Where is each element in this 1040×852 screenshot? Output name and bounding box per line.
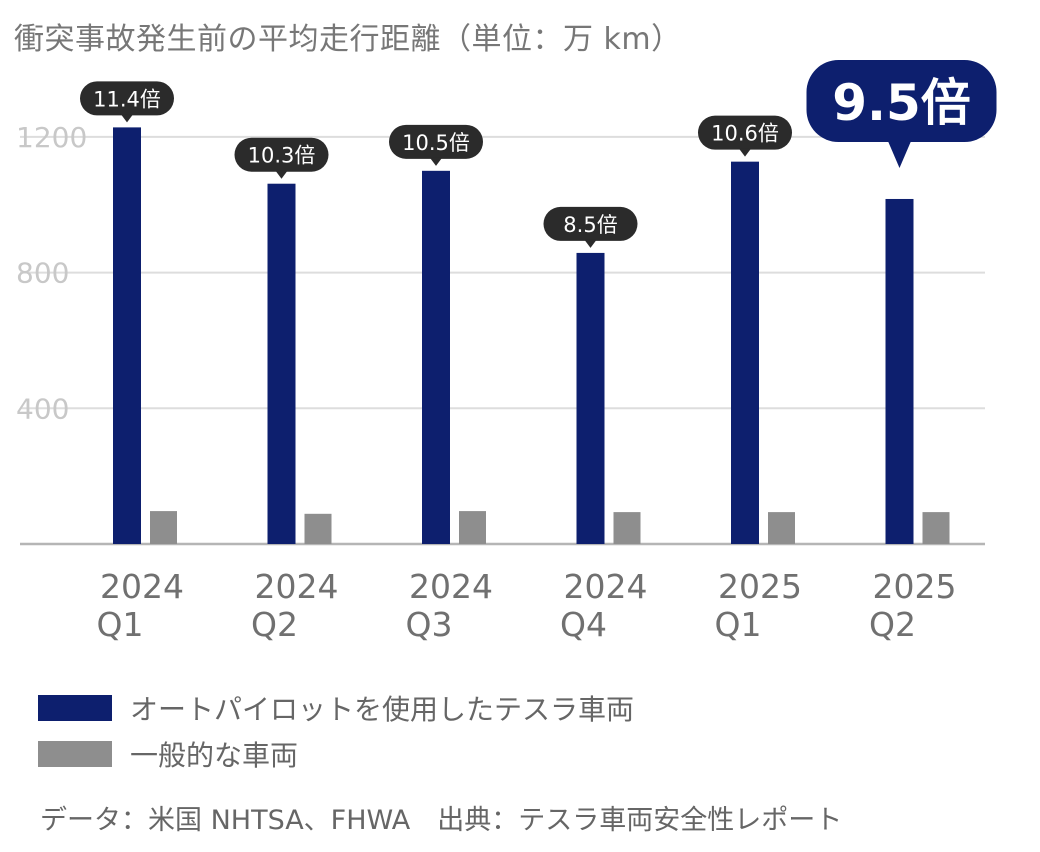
bar-general bbox=[459, 511, 486, 544]
ratio-bubble-pointer bbox=[739, 148, 751, 157]
ratio-label: 10.6倍 bbox=[711, 122, 779, 146]
legend-item-general: 一般的な車両 bbox=[38, 734, 634, 774]
ratio-label: 9.5倍 bbox=[832, 74, 971, 132]
ratio-bubble bbox=[543, 206, 638, 241]
bar-tesla bbox=[267, 183, 296, 544]
ratio-bubble-pointer bbox=[430, 157, 442, 166]
bar-tesla bbox=[422, 170, 450, 544]
source-note: データ：米国 NHTSA、FHWA 出典：テスラ車両安全性レポート bbox=[40, 805, 843, 836]
highlight-bubble bbox=[806, 60, 997, 142]
bar-tesla bbox=[731, 161, 759, 544]
ratio-bubble bbox=[389, 124, 483, 159]
ratio-label: 8.5倍 bbox=[563, 213, 617, 237]
x-tick-label-year: 2025 bbox=[873, 567, 957, 606]
x-tick-label-quarter: Q1 bbox=[97, 605, 144, 644]
ratio-bubble-pointer bbox=[275, 170, 288, 179]
x-tick-label-year: 2024 bbox=[409, 567, 493, 606]
bar-tesla bbox=[113, 127, 141, 544]
bar-general bbox=[150, 511, 177, 544]
ratio-bubble bbox=[80, 81, 174, 116]
x-tick-label-quarter: Q3 bbox=[406, 605, 453, 644]
ratio-bubble-pointer bbox=[121, 114, 133, 123]
ratio-label: 11.4倍 bbox=[93, 87, 161, 111]
x-tick-label-quarter: Q4 bbox=[560, 605, 607, 644]
y-tick-label: 1200 bbox=[16, 121, 87, 154]
bar-general bbox=[922, 512, 950, 544]
chart-title: 衝突事故発生前の平均走行距離（単位：万 km） bbox=[14, 22, 682, 57]
x-tick-label-quarter: Q2 bbox=[869, 605, 916, 644]
y-tick-label: 400 bbox=[16, 392, 69, 425]
ratio-bubble-pointer bbox=[584, 239, 597, 248]
x-tick-label-year: 2025 bbox=[718, 567, 802, 606]
bar-tesla bbox=[885, 198, 914, 544]
legend-label-tesla: オートパイロットを使用したテスラ車両 bbox=[130, 693, 635, 726]
x-tick-label-quarter: Q1 bbox=[715, 605, 762, 644]
ratio-label: 10.3倍 bbox=[248, 144, 316, 168]
x-tick-label-quarter: Q2 bbox=[251, 605, 298, 644]
ratio-bubble bbox=[234, 137, 329, 172]
bar-general bbox=[768, 512, 795, 544]
legend-swatch-general bbox=[38, 741, 112, 767]
bar-chart: 40080012002024Q111.4倍2024Q210.3倍2024Q310… bbox=[16, 60, 997, 644]
ratio-bubble bbox=[698, 115, 792, 150]
legend-item-tesla: オートパイロットを使用したテスラ車両 bbox=[38, 688, 634, 728]
x-tick-label-year: 2024 bbox=[255, 567, 339, 606]
legend: オートパイロットを使用したテスラ車両 一般的な車両 bbox=[38, 688, 634, 780]
legend-label-general: 一般的な車両 bbox=[130, 739, 299, 772]
highlight-bubble-pointer bbox=[887, 140, 912, 168]
bar-general bbox=[304, 513, 332, 544]
ratio-label: 10.5倍 bbox=[402, 131, 470, 155]
y-tick-label: 800 bbox=[16, 257, 69, 290]
bar-tesla bbox=[576, 252, 605, 544]
legend-swatch-tesla bbox=[38, 695, 112, 721]
x-tick-label-year: 2024 bbox=[100, 567, 184, 606]
x-tick-label-year: 2024 bbox=[564, 567, 648, 606]
bar-general bbox=[613, 512, 641, 544]
